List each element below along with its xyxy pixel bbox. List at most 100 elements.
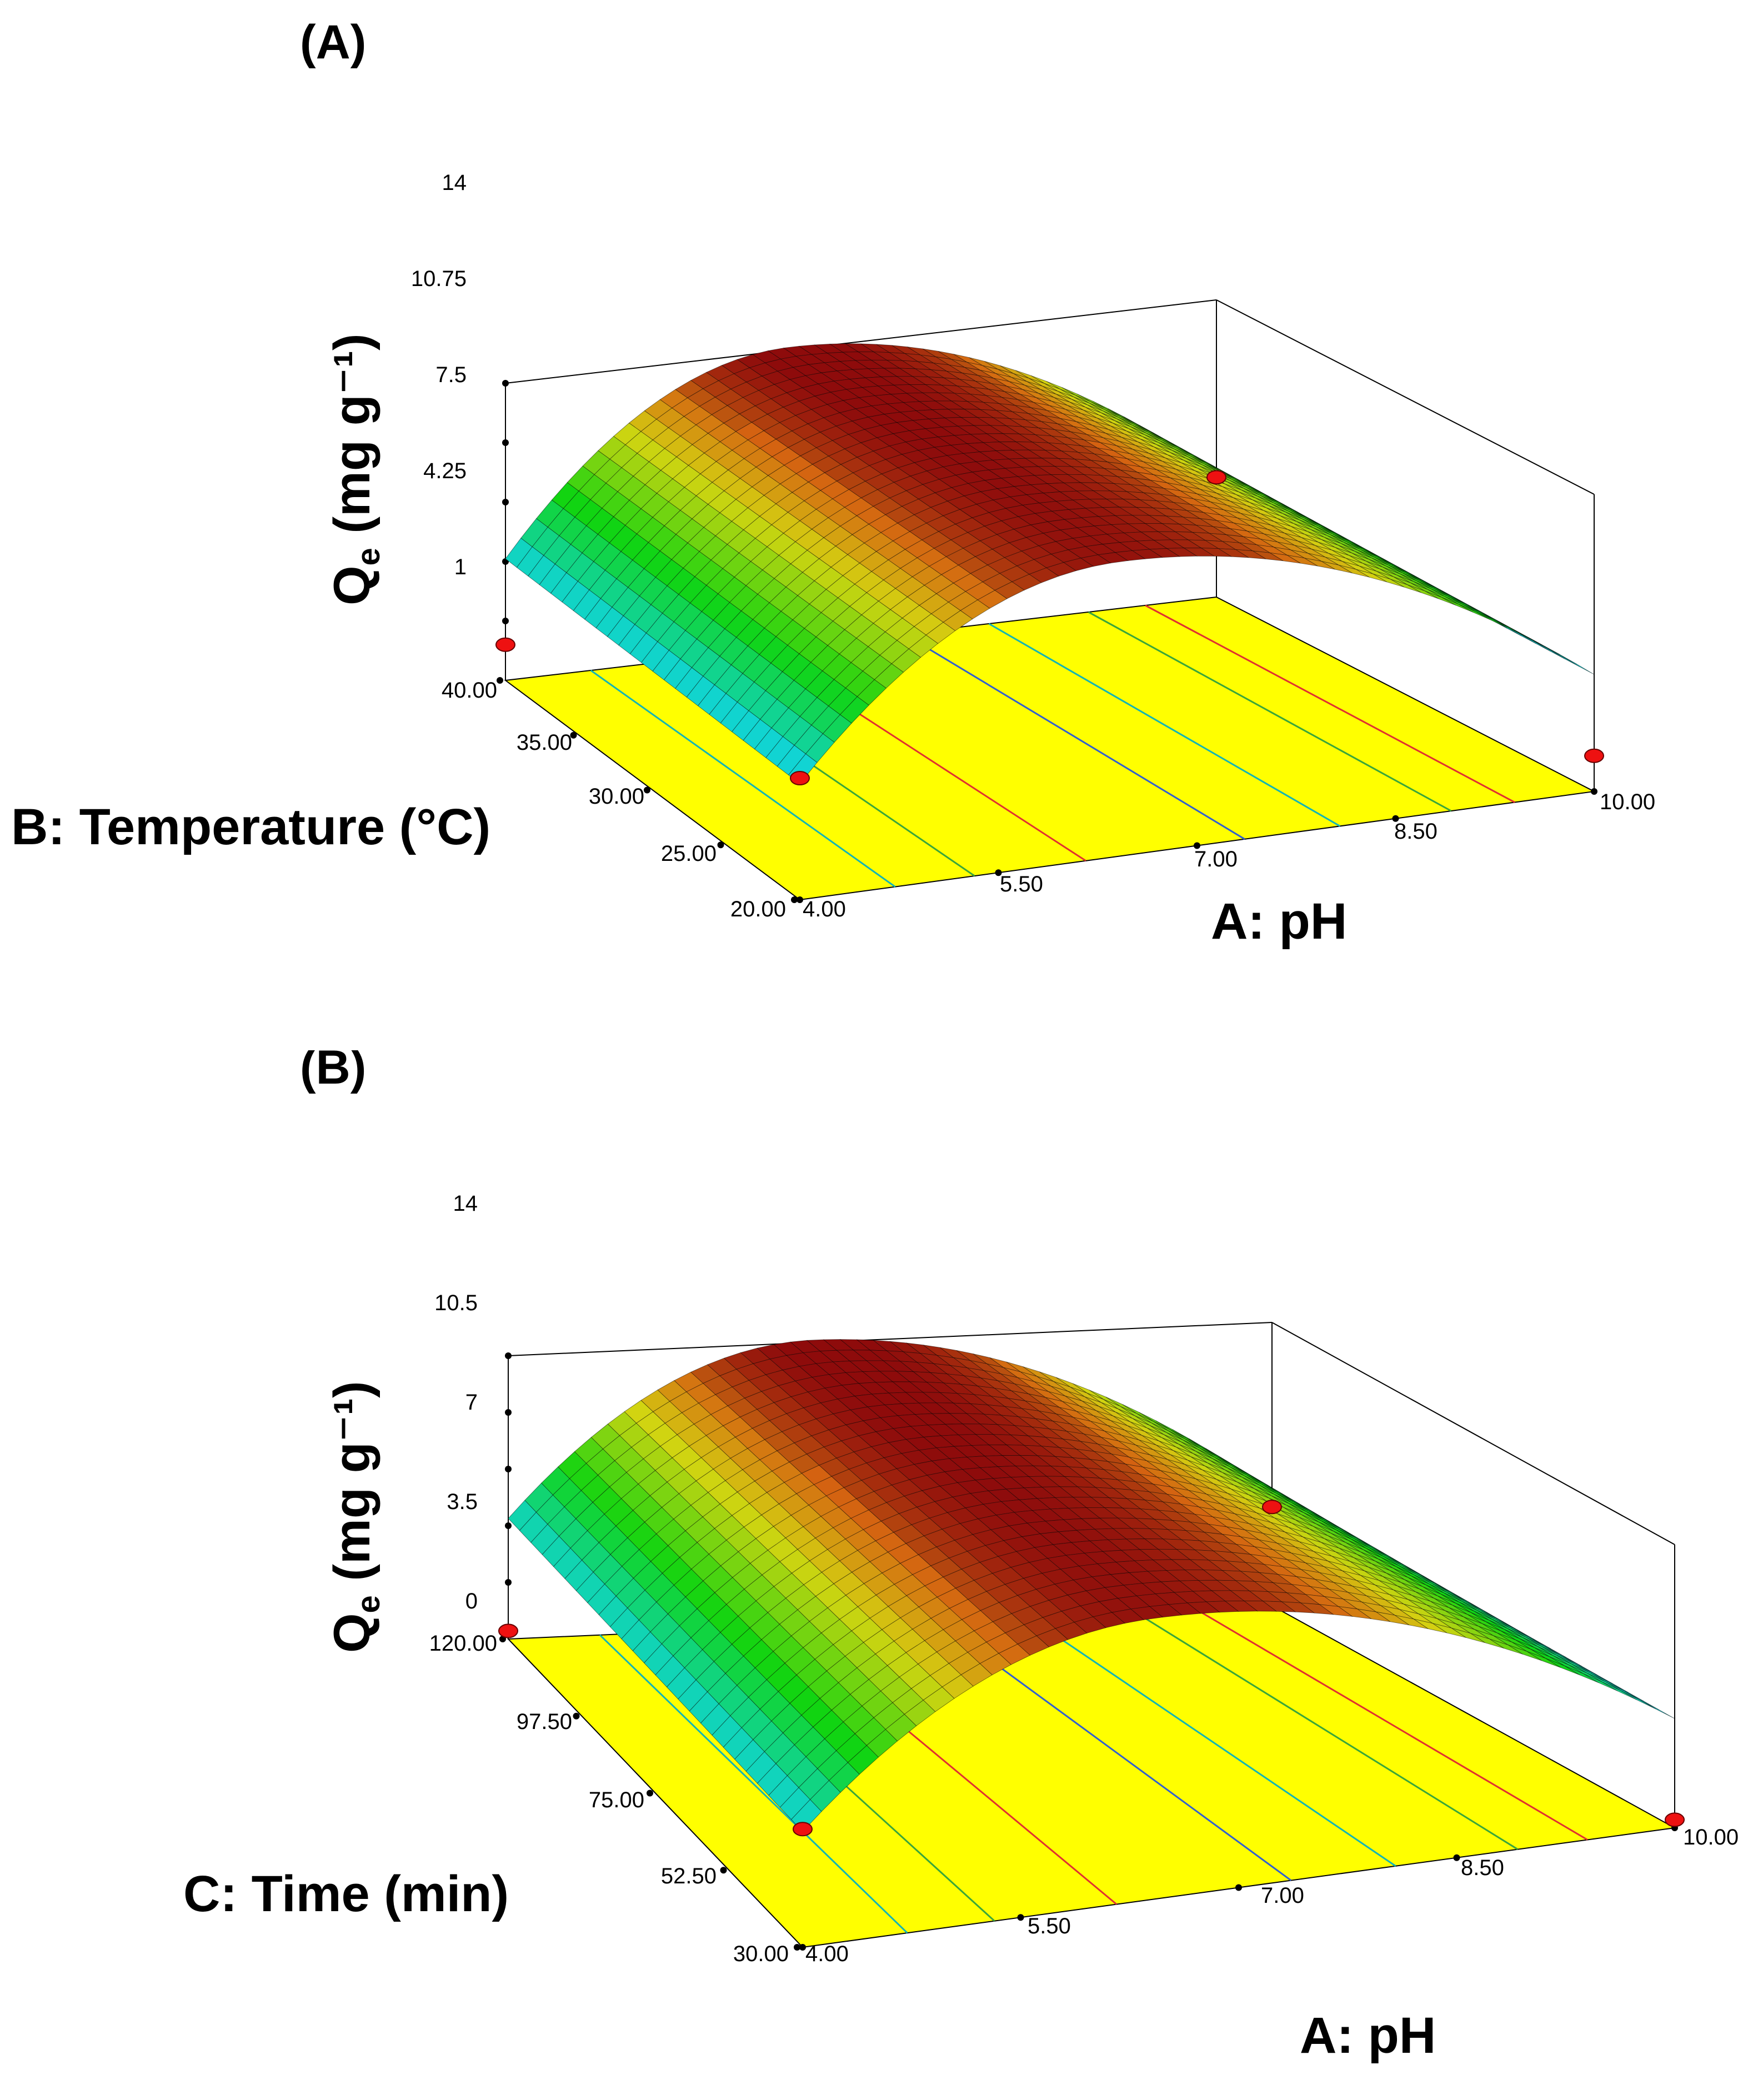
x-tick-mark [1194,842,1200,849]
contour-line [1027,1615,1396,1867]
y-tick-label: 52.50 [661,1864,717,1888]
y-tick-mark [647,1790,653,1797]
design-point [495,637,515,652]
y-axis-label: C: Time (min) [183,1866,509,1922]
x-tick-mark [995,869,1002,876]
surface-facet [1584,1673,1618,1692]
y-tick-label: 120.00 [429,1631,497,1656]
y-tick-mark [573,1712,580,1720]
x-tick-mark [797,896,803,903]
panel-label-b: (B) [300,1050,366,1094]
design-point [1206,470,1226,485]
x-axis-label: A: pH [1300,2007,1436,2064]
y-tick-label: 20.00 [730,897,786,921]
x-tick-label: 8.50 [1394,819,1438,844]
y-tick-label: 75.00 [589,1788,644,1812]
z-tick-label: 1 [454,555,467,579]
tick-labels-a: 40.00 35.00 30.00 25.00 20.00 4.00 5.50 … [411,171,1655,921]
x-tick-mark [1453,1854,1460,1861]
design-points-b [498,1500,1685,1837]
design-points-a [495,470,1604,786]
y-tick-mark [570,731,577,739]
z-tick-mark [505,1352,512,1359]
response-surface-a [505,343,1595,784]
z-tick-label: 7.5 [435,363,467,387]
contour-line [1145,604,1515,803]
contour-line [599,1634,908,1934]
z-tick-mark [505,1522,512,1529]
x-tick-label: 7.00 [1261,1883,1304,1908]
y-tick-mark [720,1867,727,1874]
contour-line [1088,611,1452,812]
design-point [793,1822,813,1837]
y-tick-label: 35.00 [517,730,572,755]
x-tick-mark [799,1944,806,1951]
contour-line [903,633,1245,840]
axes-a [497,299,1597,903]
surface-facet [1459,604,1491,620]
x-tick-label: 5.50 [1028,1914,1071,1938]
x-axis-label: A: pH [1211,893,1347,950]
x-tick-mark [1017,1914,1024,1921]
z-tick-mark [502,618,509,624]
surface-facet [1562,656,1595,675]
box-edge [508,1322,1273,1356]
z-tick-label: 0 [465,1589,478,1613]
y-tick-mark [794,1944,800,1951]
x-tick-label: 10.00 [1600,790,1655,814]
tick-labels-b: 120.00 97.50 75.00 52.50 30.00 4.00 5.50… [429,1191,1739,1966]
box-edge [505,299,1217,384]
z-axis-label: Qe (mg g⁻¹) [324,333,387,605]
x-tick-label: 10.00 [1683,1825,1739,1850]
surface-plot-b: (B) 120.00 97.50 75.00 52.50 30.00 4.00 … [183,1050,1739,2064]
z-tick-label: 7 [465,1390,478,1415]
contour-line [1195,1608,1588,1841]
z-tick-mark [505,1466,512,1472]
x-tick-mark [1392,815,1399,822]
box-edge [1271,1322,1675,1545]
y-tick-mark [717,841,724,849]
y-tick-mark [791,896,798,903]
z-tick-label: 4.25 [423,459,467,483]
z-tick-mark [502,499,509,505]
contour-line [590,669,896,888]
surface-facet [1568,1665,1603,1683]
z-tick-mark [502,439,509,446]
x-tick-label: 7.00 [1194,847,1238,871]
panel-b: (B) 120.00 97.50 75.00 52.50 30.00 4.00 … [0,1050,1763,2100]
design-point [790,771,810,786]
z-tick-label: 10.5 [434,1291,478,1315]
z-tick-mark [505,1409,512,1416]
y-axis-label: B: Temperature (°C) [11,799,490,855]
box-edge [1216,299,1595,495]
y-tick-label: 25.00 [661,841,717,866]
y-tick-mark [644,786,650,794]
z-tick-label: 10.75 [411,267,467,291]
y-tick-label: 40.00 [442,678,497,703]
surface-facet [1602,1682,1637,1700]
x-tick-label: 5.50 [1000,872,1043,896]
y-tick-label: 30.00 [589,784,644,809]
z-tick-label: 14 [442,171,467,195]
x-tick-label: 4.00 [805,1942,849,1966]
x-tick-mark [1235,1884,1242,1891]
design-point [498,1623,518,1638]
z-tick-mark [502,380,509,387]
x-tick-mark [1591,788,1597,795]
panel-a: (A) 40.00 35.00 30.00 25.00 20.00 4.00 5… [11,16,1655,950]
panel-label-a: (A) [300,16,366,69]
design-point [1665,1812,1685,1827]
y-tick-label: 30.00 [733,1942,789,1966]
surface-facet [1640,1700,1675,1719]
contour-line [988,623,1341,827]
response-surface-b [508,1339,1675,1832]
contour-line [1134,1611,1519,1850]
surface-plot-a: (A) 40.00 35.00 30.00 25.00 20.00 4.00 5… [11,16,1655,950]
z-tick-mark [505,1579,512,1586]
design-point [1262,1500,1282,1515]
z-tick-label: 3.5 [447,1490,478,1514]
surface-facet [1445,596,1477,613]
z-tick-label: 14 [453,1191,478,1216]
design-point [1584,748,1604,763]
x-tick-label: 4.00 [803,897,846,921]
